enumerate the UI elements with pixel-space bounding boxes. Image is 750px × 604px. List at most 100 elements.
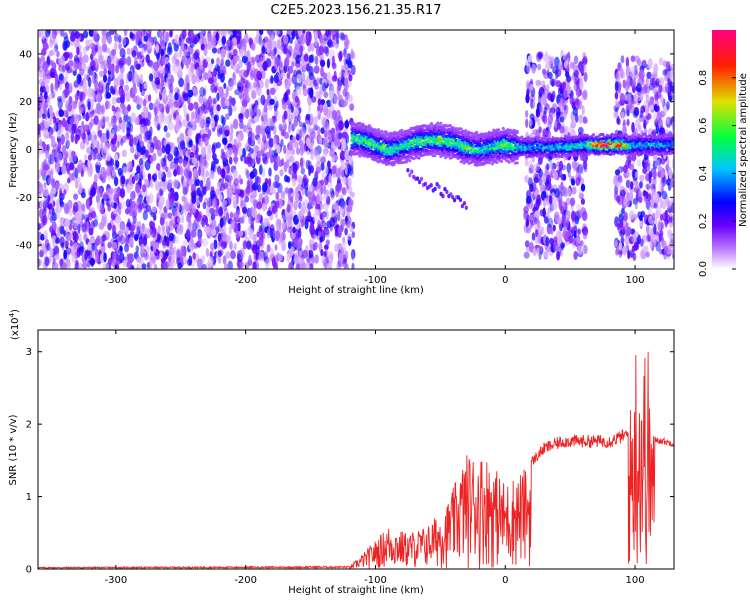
spectrogram-noise-cell <box>242 147 246 158</box>
spectrogram-noise-cell <box>577 244 583 255</box>
spectrogram-noise-cell <box>333 202 338 211</box>
spectrogram-noise-cell <box>299 45 304 53</box>
spectrogram-noise-cell <box>221 116 226 127</box>
spectrogram-noise-cell <box>324 176 329 186</box>
spectrogram-noise-cell <box>533 176 539 184</box>
spectrogram-noise-cell <box>323 184 327 195</box>
spectrogram-noise-cell <box>112 224 116 236</box>
spectrogram-noise-cell <box>221 201 227 210</box>
spectrogram-noise-cell <box>140 47 145 56</box>
spectrogram-noise-cell <box>299 157 304 169</box>
spectrogram-noise-cell <box>59 197 63 206</box>
spectrogram-noise-cell <box>116 125 121 132</box>
spectrogram-noise-cell <box>614 81 619 92</box>
spectrogram-noise-cell <box>261 202 268 212</box>
spectrogram-noise-cell <box>556 251 561 261</box>
spectrogram-noise-cell <box>534 235 539 244</box>
spectrogram-noise-cell <box>42 215 48 226</box>
spectrogram-noise-cell <box>265 257 270 266</box>
spectrogram-noise-cell <box>344 99 348 106</box>
spectrogram-noise-cell <box>172 202 178 209</box>
spectrogram-noise-cell <box>259 56 264 66</box>
spectrogram-noise-cell <box>299 194 303 202</box>
spectrogram-noise-cell <box>161 38 166 49</box>
spectrogram-noise-cell <box>275 191 280 201</box>
spectrogram-noise-cell <box>220 228 225 238</box>
spectrogram-noise-cell <box>90 53 94 61</box>
spectrogram-noise-cell <box>524 159 529 167</box>
spectrogram-signal-cell <box>358 154 362 158</box>
spectrogram-noise-cell <box>43 182 47 188</box>
spectrogram-noise-cell <box>666 157 670 168</box>
spectrogram-noise-cell <box>88 165 94 175</box>
spectrogram-noise-cell <box>102 171 107 179</box>
spectrogram-noise-cell <box>38 57 42 67</box>
spectrogram-noise-cell <box>229 41 234 50</box>
spectrogram-noise-cell <box>113 202 117 209</box>
spectrogram-noise-cell <box>73 80 80 88</box>
spectrogram-noise-cell <box>256 70 263 81</box>
spectrogram-noise-cell <box>182 186 188 195</box>
spectrogram-noise-cell <box>147 173 152 180</box>
spectrogram-noise-cell <box>284 80 291 90</box>
spectrogram-noise-cell <box>270 187 276 195</box>
spectrogram-noise-cell <box>64 218 70 228</box>
spectrogram-noise-cell <box>663 105 667 113</box>
spectrogram-noise-cell <box>261 114 268 121</box>
spectrogram-noise-cell <box>51 47 58 57</box>
spectrogram-noise-cell <box>167 212 173 219</box>
spectrogram-noise-cell <box>264 125 271 135</box>
spectrogram-noise-cell <box>622 226 626 234</box>
spectrogram-noise-cell <box>55 210 61 220</box>
spectrogram-noise-cell <box>148 147 154 154</box>
spectrogram-noise-cell <box>651 129 657 137</box>
spectrogram-noise-cell <box>64 202 69 213</box>
spectrogram-noise-cell <box>634 171 638 179</box>
spectrogram-noise-cell <box>223 68 227 75</box>
spectrogram-noise-cell <box>328 89 334 100</box>
spectrogram-noise-cell <box>116 97 122 104</box>
spectrogram-noise-cell <box>130 112 136 123</box>
spectrogram-noise-cell <box>563 88 568 99</box>
spectrogram-noise-cell <box>283 35 289 45</box>
spectrogram-noise-cell <box>257 252 263 261</box>
spectrogram-noise-cell <box>574 215 580 225</box>
spectrogram-noise-cell <box>640 238 644 247</box>
spectrogram-noise-cell <box>314 214 320 223</box>
spectrogram-noise-cell <box>230 124 234 135</box>
spectrogram-noise-cell <box>86 74 90 82</box>
spectrogram-noise-cell <box>169 217 174 227</box>
spectrogram-noise-cell <box>148 42 153 49</box>
spectrogram-noise-cell <box>648 226 652 237</box>
spectrogram-noise-cell <box>574 75 580 85</box>
spectrogram-noise-cell <box>233 242 237 250</box>
spectrogram-noise-cell <box>288 139 293 149</box>
spectrogram-noise-cell <box>118 60 124 69</box>
spectrogram-noise-cell <box>582 55 588 66</box>
spectrogram-noise-cell <box>551 103 557 111</box>
spectrogram-noise-cell <box>334 243 340 252</box>
spectrogram-noise-cell <box>636 82 642 93</box>
spectrogram-noise-cell <box>329 148 335 158</box>
spectrogram-noise-cell <box>46 144 50 152</box>
spectrogram-noise-cell <box>626 226 632 236</box>
spectrogram-noise-cell <box>134 174 140 183</box>
spectrogram-noise-cell <box>325 239 330 246</box>
spectrogram-noise-cell <box>298 227 302 239</box>
spectrogram-noise-cell <box>284 58 288 67</box>
spectrogram-noise-cell <box>100 220 105 229</box>
spectrogram-noise-cell <box>268 30 274 36</box>
spectrogram-noise-cell <box>168 232 174 242</box>
spectrogram-noise-cell <box>255 34 261 45</box>
spectrogram-noise-cell <box>118 88 124 97</box>
spectrogram-noise-cell <box>654 159 661 168</box>
spectrogram-noise-cell <box>346 212 350 220</box>
spectrogram-noise-cell <box>216 104 221 112</box>
spectrogram-noise-cell <box>320 220 327 229</box>
spectrogram-noise-cell <box>49 226 54 233</box>
spectrogram-noise-cell <box>215 204 219 214</box>
spectrogram-noise-cell <box>669 178 674 188</box>
spectrogram-noise-cell <box>101 43 108 53</box>
spectrogram-noise-cell <box>284 110 288 120</box>
